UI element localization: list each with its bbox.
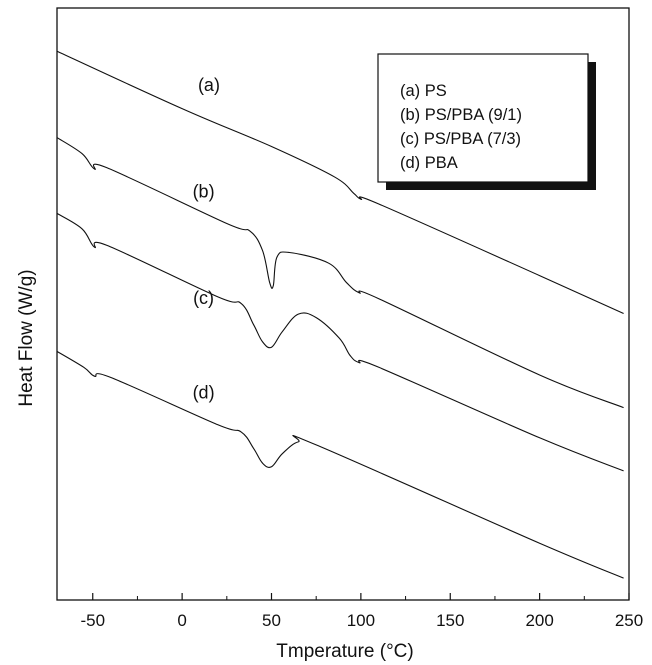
curve-label-b: (b) xyxy=(193,181,215,201)
x-tick-label: 100 xyxy=(347,611,375,630)
legend-entry-c: (c) PS/PBA (7/3) xyxy=(400,130,521,148)
curve-labels: (a) (b) (c) (d) xyxy=(193,75,220,403)
curve-b xyxy=(56,137,624,409)
x-tick-label: 0 xyxy=(177,611,186,630)
y-axis-title: Heat Flow (W/g) xyxy=(16,269,37,406)
x-tick-label: -50 xyxy=(80,611,105,630)
x-tick-label: 250 xyxy=(615,611,643,630)
curve-a xyxy=(56,50,624,315)
x-tick-label: 50 xyxy=(262,611,281,630)
legend-entry-a: (a) PS xyxy=(400,82,447,100)
curve-label-c: (c) xyxy=(193,288,214,308)
x-axis-ticks: -50 0 50 100 150 200 250 xyxy=(80,593,643,630)
plot-frame xyxy=(56,7,630,601)
legend-entry-b: (b) PS/PBA (9/1) xyxy=(400,106,522,124)
curve-d xyxy=(56,350,624,579)
legend: (a) PS (b) PS/PBA (9/1) (c) PS/PBA (7/3)… xyxy=(377,53,596,190)
curve-label-a: (a) xyxy=(198,75,220,95)
curve-c xyxy=(56,212,624,472)
curve-label-d: (d) xyxy=(193,383,215,403)
x-tick-label: 200 xyxy=(525,611,553,630)
legend-entry-d: (d) PBA xyxy=(400,154,458,172)
legend-box xyxy=(377,53,589,183)
curves xyxy=(56,50,624,579)
x-tick-label: 150 xyxy=(436,611,464,630)
x-axis-title: Tmperature (°C) xyxy=(276,641,413,662)
